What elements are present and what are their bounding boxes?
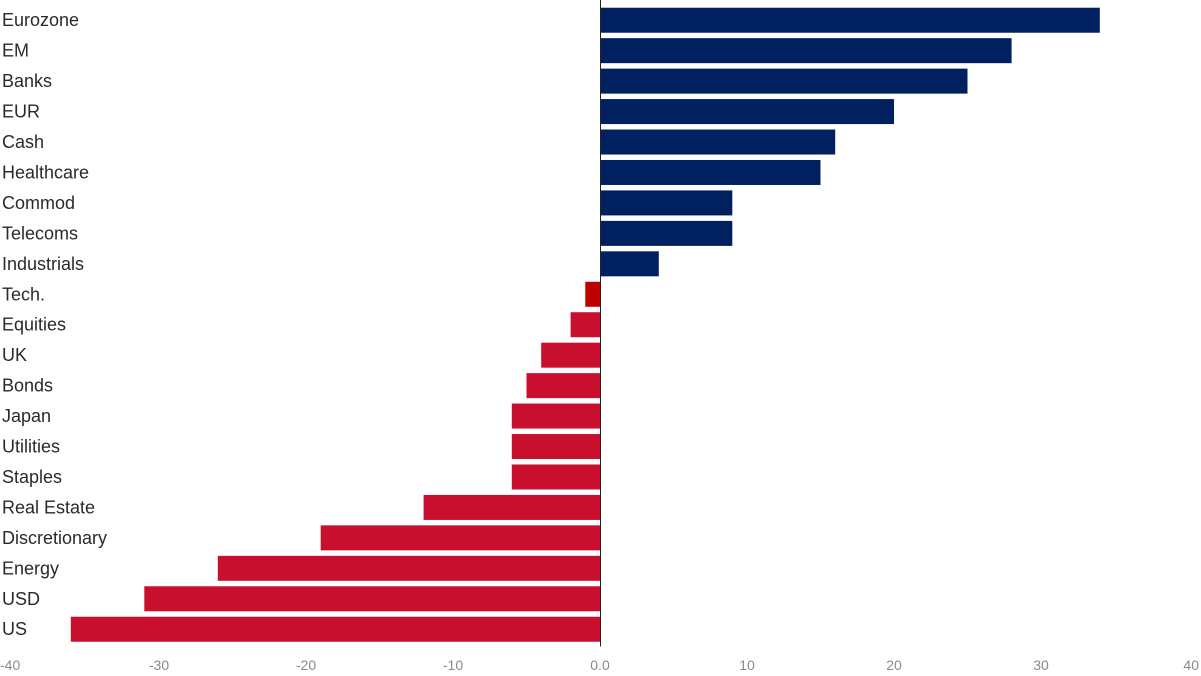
category-label-industrials: Industrials: [2, 254, 84, 274]
category-label-bonds: Bonds: [2, 376, 53, 396]
x-tick-label: 10: [739, 657, 755, 673]
bar-staples: [511, 464, 600, 490]
x-tick-label: 0.0: [590, 657, 610, 673]
bar-eurozone: [600, 7, 1100, 33]
category-label-japan: Japan: [2, 406, 51, 426]
x-tick-label: -30: [149, 657, 169, 673]
bar-japan: [511, 403, 600, 429]
x-tick-label: -10: [443, 657, 463, 673]
category-label-banks: Banks: [2, 71, 52, 91]
bar-cash: [600, 129, 836, 155]
bar-discretionary: [320, 525, 600, 551]
x-axis-ticks: -40 -30 -20 -10 0.0 10 20 30 40: [0, 657, 1199, 673]
category-label-staples: Staples: [2, 467, 62, 487]
bar-telecoms: [600, 220, 733, 246]
bar-em: [600, 38, 1012, 64]
x-tick-label: 40: [1183, 657, 1199, 673]
category-label-eur: EUR: [2, 102, 40, 122]
bar-utilities: [511, 434, 600, 460]
category-label-tech: Tech.: [2, 284, 45, 304]
category-label-discretionary: Discretionary: [2, 528, 107, 548]
category-label-energy: Energy: [2, 558, 59, 578]
category-label-cash: Cash: [2, 132, 44, 152]
x-tick-label: 20: [886, 657, 902, 673]
category-labels: Eurozone EM Banks EUR Cash Healthcare Commod Te…: [2, 10, 107, 639]
bar-energy: [217, 555, 601, 581]
category-label-us: US: [2, 619, 27, 639]
bar-healthcare: [600, 159, 821, 185]
x-tick-label: 30: [1033, 657, 1049, 673]
bars-group: [70, 7, 1100, 642]
bar-uk: [541, 342, 600, 368]
category-label-em: EM: [2, 41, 29, 61]
bar-banks: [600, 68, 968, 94]
bar-tech: [585, 281, 600, 307]
category-label-telecoms: Telecoms: [2, 223, 78, 243]
category-label-healthcare: Healthcare: [2, 162, 89, 182]
category-label-uk: UK: [2, 345, 27, 365]
bar-bonds: [526, 373, 600, 399]
category-label-usd: USD: [2, 589, 40, 609]
bar-industrials: [600, 251, 659, 277]
category-label-commod: Commod: [2, 193, 75, 213]
bar-eur: [600, 99, 894, 125]
bar-commod: [600, 190, 733, 216]
category-label-eurozone: Eurozone: [2, 10, 79, 30]
x-tick-label: -40: [0, 657, 20, 673]
bar-usd: [144, 586, 601, 612]
bar-real-estate: [423, 494, 600, 520]
category-label-equities: Equities: [2, 315, 66, 335]
bar-equities: [570, 312, 600, 338]
category-label-real-estate: Real Estate: [2, 497, 95, 517]
category-label-utilities: Utilities: [2, 437, 60, 457]
bar-us: [70, 616, 601, 642]
x-tick-label: -20: [296, 657, 316, 673]
